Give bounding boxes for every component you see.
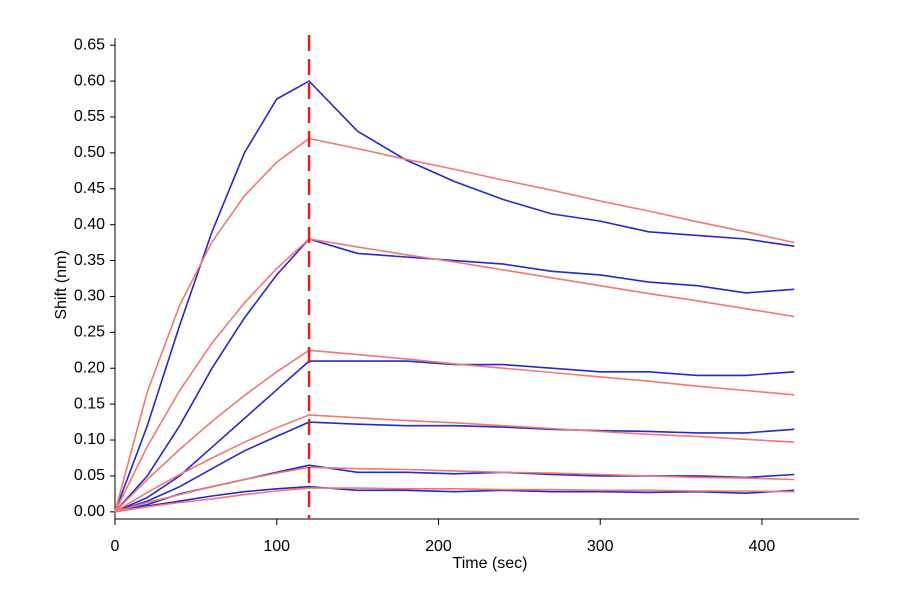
y-tick-label: 0.60 <box>74 72 105 89</box>
series-line <box>114 421 795 513</box>
y-tick-label: 0.30 <box>74 288 105 305</box>
x-tick-label: 400 <box>749 538 776 555</box>
y-tick-label: 0.35 <box>74 252 105 269</box>
y-tick-label: 0.25 <box>74 324 105 341</box>
y-tick-label: 0.50 <box>74 144 105 161</box>
series-line <box>114 487 795 513</box>
y-tick-label: 0.10 <box>74 431 105 448</box>
y-tick-label: 0.00 <box>74 503 105 520</box>
y-tick-label: 0.65 <box>74 36 105 53</box>
x-tick-label: 0 <box>111 538 120 555</box>
x-tick-label: 100 <box>263 538 290 555</box>
series-line <box>114 238 795 513</box>
series-line <box>114 137 795 513</box>
y-tick-label: 0.20 <box>74 359 105 376</box>
x-tick-label: 300 <box>587 538 614 555</box>
series-line <box>114 349 795 513</box>
y-axis-label: Shift (nm) <box>53 250 70 319</box>
series-line <box>114 80 795 513</box>
y-tick-label: 0.45 <box>74 180 105 197</box>
y-tick-label: 0.15 <box>74 395 105 412</box>
y-tick-label: 0.05 <box>74 467 105 484</box>
y-tick-label: 0.40 <box>74 216 105 233</box>
series-line <box>114 238 795 513</box>
series-line <box>114 360 795 513</box>
series-line <box>114 466 795 513</box>
series-line <box>114 414 795 513</box>
y-tick-label: 0.55 <box>74 108 105 125</box>
series-line <box>114 485 795 513</box>
x-tick-label: 200 <box>425 538 452 555</box>
x-axis-label: Time (sec) <box>453 555 528 572</box>
